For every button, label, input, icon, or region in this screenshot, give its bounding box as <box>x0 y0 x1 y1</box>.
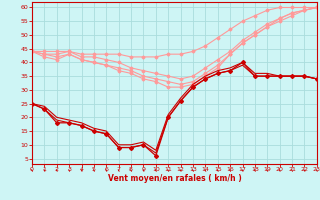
X-axis label: Vent moyen/en rafales ( km/h ): Vent moyen/en rafales ( km/h ) <box>108 174 241 183</box>
